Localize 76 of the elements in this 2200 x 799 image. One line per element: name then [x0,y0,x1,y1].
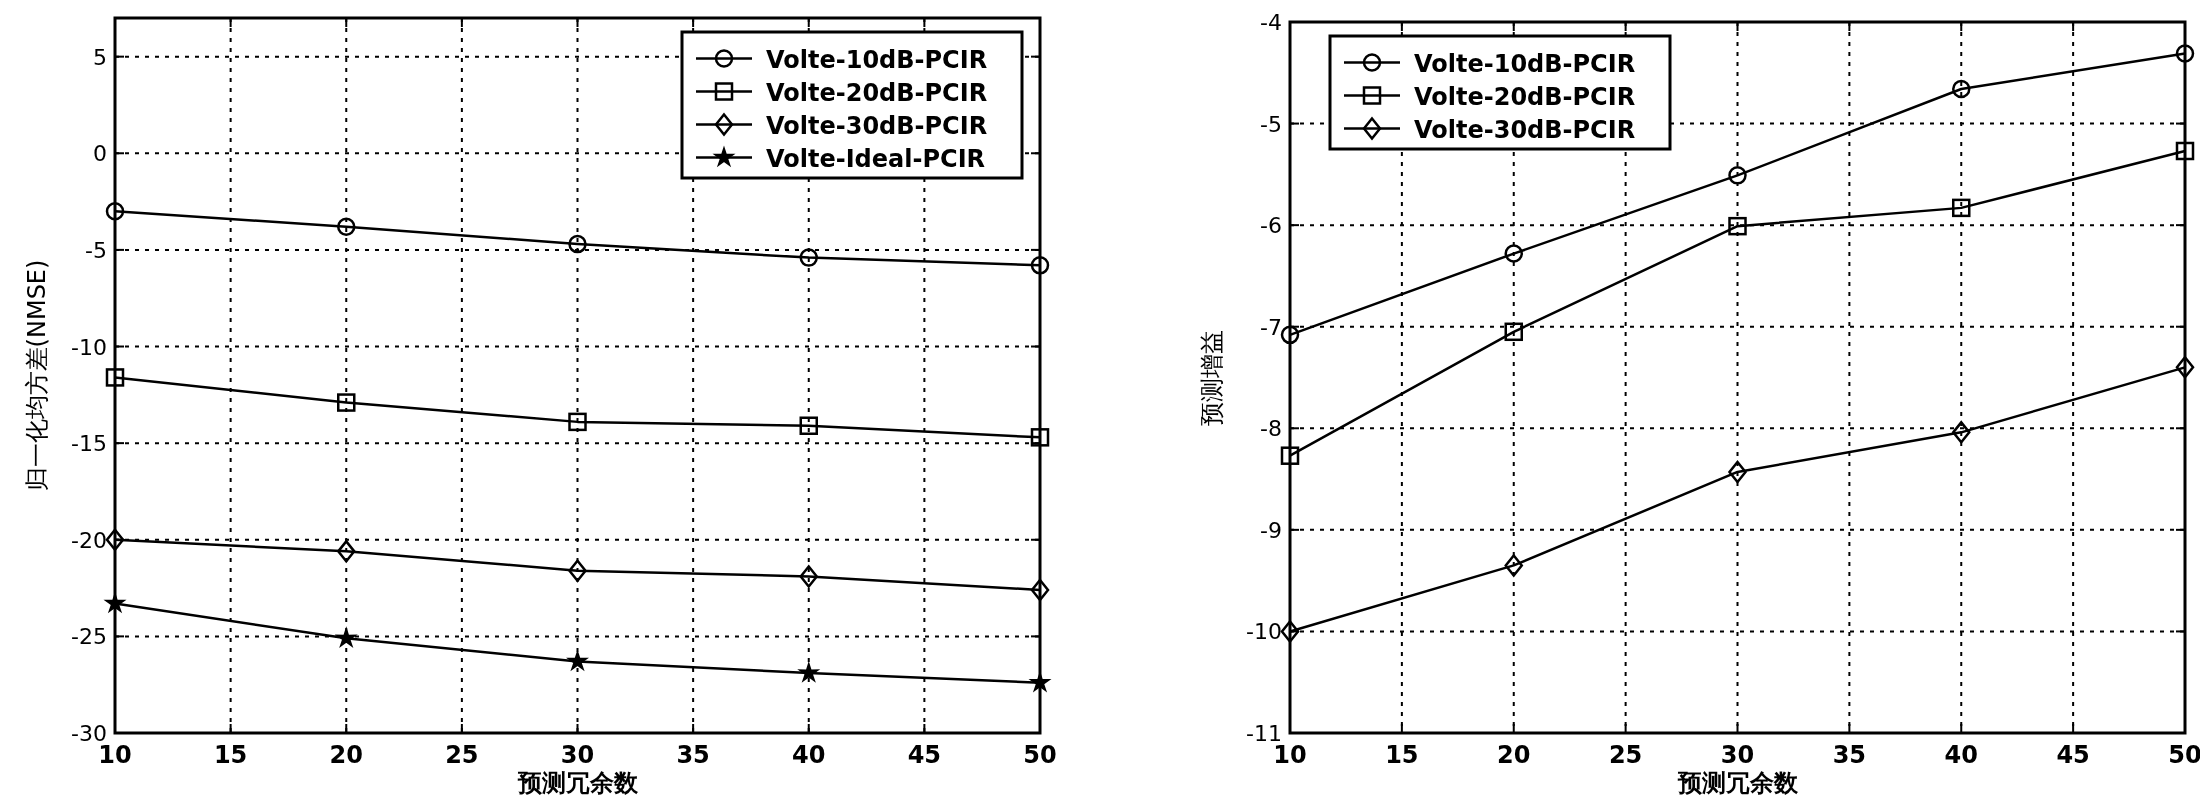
point [1030,428,1050,447]
x-tick-label: 40 [792,741,826,769]
x-tick-label: 20 [329,741,363,769]
point [798,662,819,682]
y-axis-title: 归一化均方差(NMSE) [23,259,51,492]
point [1030,672,1050,692]
legend-label: Volte-20dB-PCIR [766,78,988,107]
point [1030,256,1050,275]
x-tick-label: 40 [1944,741,1978,769]
point [568,234,587,254]
point [105,593,125,613]
point [1280,325,1300,345]
y-tick-label: -4 [1260,10,1282,35]
y-tick-label: -5 [85,237,107,263]
point [568,559,587,582]
point [1728,460,1747,484]
x-tick-label: 20 [1497,741,1531,769]
x-tick-label: 35 [1832,741,1867,769]
x-axis-title: 预测冗余数 [1676,769,1799,797]
point [337,540,356,563]
y-tick-label: 0 [93,141,107,167]
point [1504,244,1523,263]
y-tick-label: -10 [71,334,107,360]
point [1728,216,1747,236]
point [336,627,357,647]
legend-label: Volte-Ideal-PCIR [766,144,986,173]
point [337,217,356,236]
y-tick-label: -20 [71,527,107,553]
legend-label: Volte-20dB-PCIR [1414,82,1636,111]
y-tick-label: 5 [93,44,107,70]
point [568,412,587,432]
y-tick-label: -10 [1246,619,1282,645]
x-tick-label: 25 [1608,741,1643,769]
x-tick-label: 30 [560,741,595,769]
point [799,565,818,588]
point [1280,620,1300,643]
x-tick-label: 35 [676,741,710,769]
point [2175,356,2195,379]
x-tick-label: 45 [2056,741,2090,769]
point [1952,198,1971,218]
y-tick-label: -7 [1260,314,1282,340]
point [105,528,125,552]
point [1030,578,1050,602]
y-tick-label: -5 [1260,111,1282,137]
x-tick-label: 15 [1385,741,1419,769]
point [337,393,356,412]
legend-label: Volte-30dB-PCIR [766,111,988,140]
point [1952,421,1971,444]
x-tick-label: 50 [1023,741,1057,769]
point [1952,79,1971,99]
legend-label: Volte-10dB-PCIR [766,45,988,74]
x-tick-label: 25 [445,741,479,769]
point [1504,322,1523,342]
y-tick-label: -6 [1260,213,1282,239]
point [2175,44,2195,63]
x-tick-label: 45 [907,741,942,769]
x-tick-label: 30 [1720,741,1755,769]
x-tick-label: 15 [213,741,248,769]
point [1280,446,1300,465]
point [799,416,818,435]
point [1504,554,1523,577]
legend-label: Volte-30dB-PCIR [1414,115,1636,144]
point [1728,166,1747,185]
y-tick-label: -9 [1260,517,1282,543]
x-tick-label: 50 [2168,741,2200,769]
y-tick-label: -15 [71,431,107,457]
point [2175,141,2195,161]
point [567,651,588,671]
legend-label: Volte-10dB-PCIR [1414,49,1636,78]
y-tick-label: -8 [1260,416,1282,442]
point [799,248,818,267]
x-axis-title: 预测冗余数 [516,769,639,797]
y-axis-title: 预测增益 [1198,329,1226,426]
point [105,368,125,387]
point [105,201,125,221]
y-tick-label: -25 [71,624,107,650]
